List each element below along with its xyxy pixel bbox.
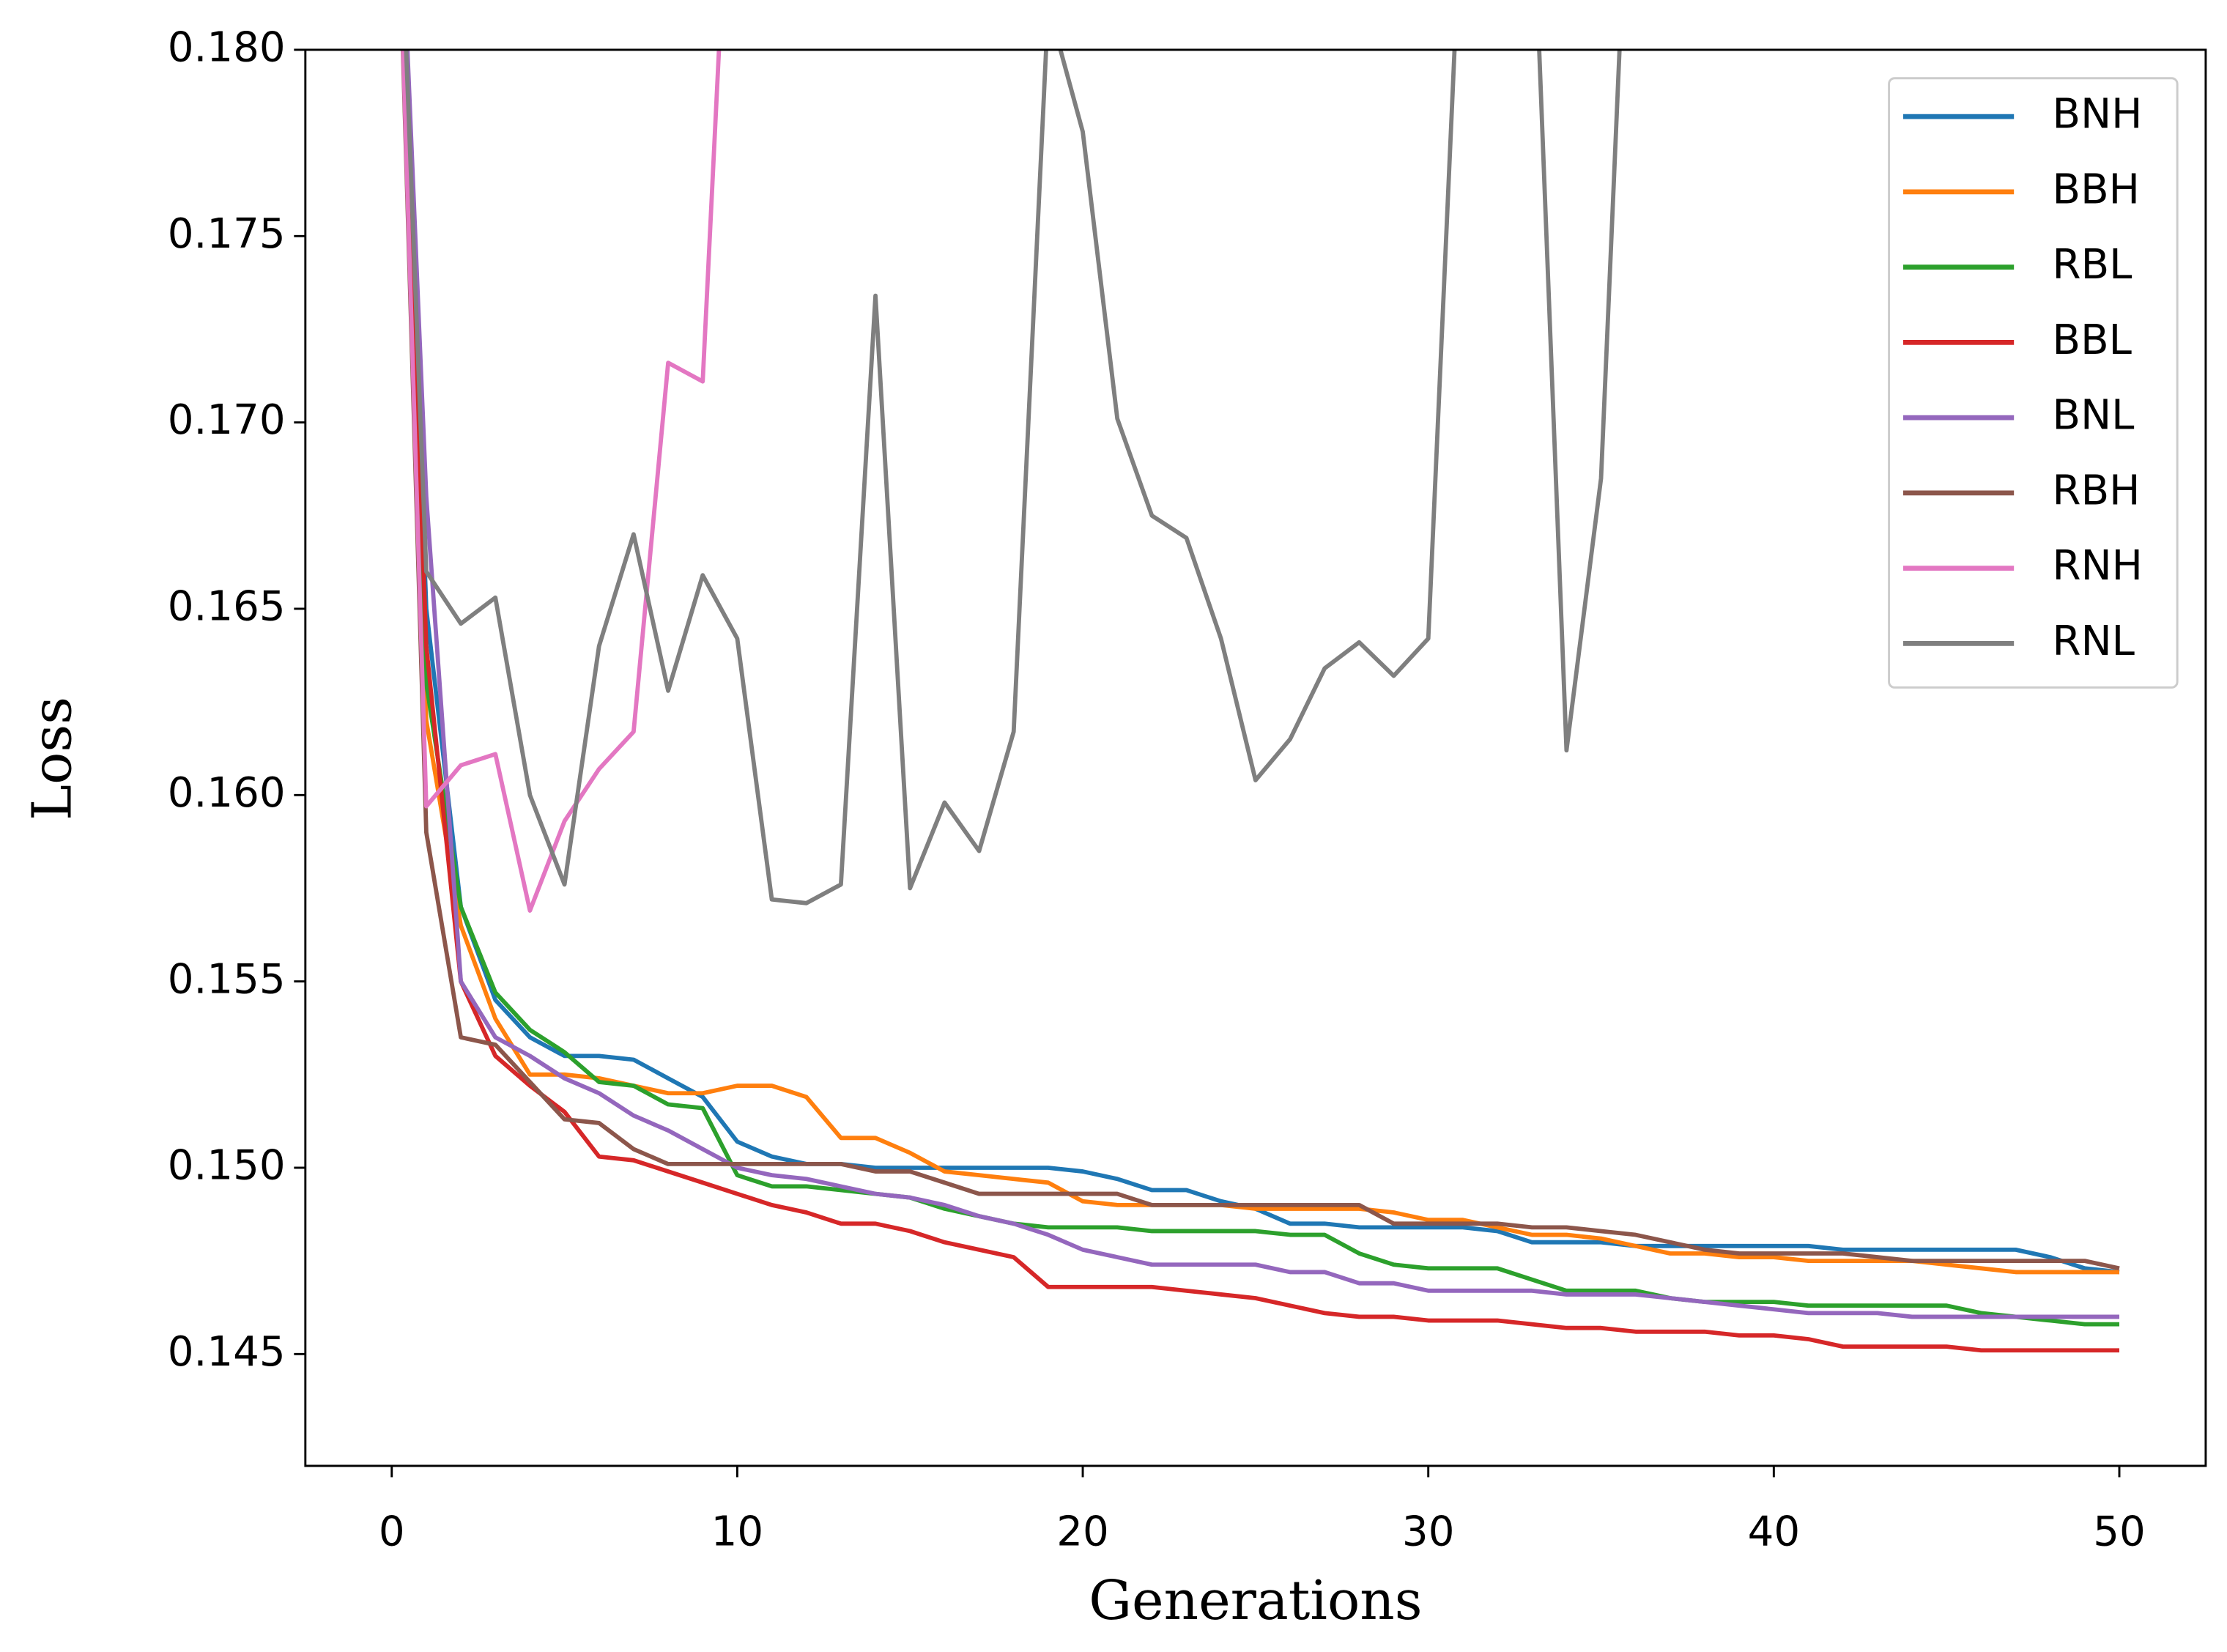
series-line	[402, 49, 2120, 1327]
legend-label: RNL	[2053, 618, 2135, 665]
series-line	[402, 49, 2120, 1353]
x-tick-label: 40	[1748, 1508, 1801, 1556]
series-line	[404, 49, 1622, 905]
x-tick-label: 0	[379, 1508, 405, 1556]
series-line	[401, 49, 722, 913]
y-tick-label: 0.160	[168, 769, 286, 817]
y-tick-label: 0.165	[168, 583, 286, 631]
y-tick-label: 0.145	[168, 1328, 286, 1376]
legend-label: BBL	[2053, 316, 2132, 364]
x-axis-label: Generations	[1089, 1570, 1422, 1632]
y-tick-label: 0.175	[168, 210, 286, 258]
legend-label: RBH	[2053, 467, 2141, 514]
x-tick-label: 10	[711, 1508, 764, 1556]
y-tick-label: 0.150	[168, 1142, 286, 1190]
legend-label: BBH	[2053, 166, 2140, 213]
legend-box	[1888, 77, 2179, 689]
legend-label: BNH	[2053, 91, 2143, 138]
legend-label: RBL	[2053, 241, 2133, 289]
x-tick-label: 30	[1402, 1508, 1455, 1556]
x-tick-label: 20	[1056, 1508, 1109, 1556]
series-line	[401, 49, 2120, 1271]
plot-area	[401, 49, 2120, 1353]
y-tick-label: 0.155	[168, 955, 286, 1003]
y-axis-label: Loss	[22, 697, 84, 821]
x-tick-label: 50	[2093, 1508, 2146, 1556]
legend-label: BNL	[2053, 392, 2135, 440]
series-line	[401, 49, 2120, 1275]
series-line	[403, 49, 2120, 1275]
y-tick-label: 0.170	[168, 396, 286, 444]
series-line	[405, 49, 2120, 1319]
legend-label: RNH	[2053, 542, 2143, 590]
y-tick-label: 0.180	[168, 24, 286, 72]
plot-frame	[304, 48, 2207, 1467]
